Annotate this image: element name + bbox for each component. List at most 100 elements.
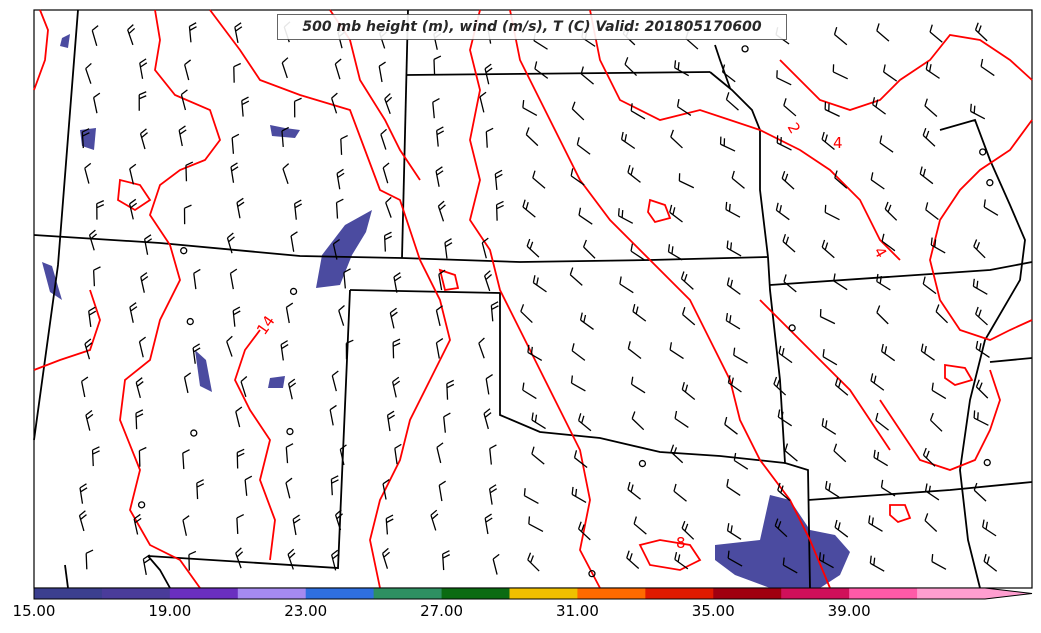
wind-barb-icon [330, 475, 339, 496]
calm-circle [788, 324, 796, 332]
colorbar-swatch [781, 588, 850, 599]
wind-barb-icon [92, 266, 101, 287]
calm-circle [286, 427, 294, 436]
wind-barb-icon [724, 416, 738, 435]
wind-barb-icon [438, 269, 446, 291]
wind-barb-icon [578, 207, 593, 225]
wind-barb-icon [329, 404, 337, 426]
wind-barb-icon [570, 375, 586, 392]
calm-circle [180, 247, 188, 255]
wind-barb-icon [774, 518, 788, 538]
wind-barb-icon [526, 238, 540, 258]
wind-barb-icon [479, 91, 487, 113]
wind-barb-icon [821, 418, 837, 435]
wind-barb-icon [525, 127, 539, 147]
wind-barb-icon [80, 376, 89, 398]
wind-barb-icon [775, 202, 790, 221]
wind-barb-icon [931, 382, 947, 400]
wind-barb-icon [733, 347, 748, 364]
wind-barb-icon [983, 199, 999, 216]
wind-barb-icon [924, 513, 938, 532]
wind-barb-icon [821, 131, 835, 150]
wind-barb-icon [834, 519, 849, 538]
wind-barb-icon [577, 521, 591, 541]
colorbar-tick-label: 35.00 [691, 602, 735, 620]
wind-barb-icon [444, 238, 453, 259]
wind-barb-icon [129, 163, 137, 185]
wind-barb-icon [528, 516, 544, 533]
wind-barb-icon [378, 61, 386, 83]
wind-barb-icon [782, 557, 798, 574]
wind-barb-icon [188, 550, 197, 571]
wind-barb-icon [236, 448, 245, 469]
wind-barb-icon [92, 92, 101, 114]
wind-barb-icon [435, 338, 444, 359]
wind-barb-icon [527, 344, 543, 362]
wind-barb-icon [139, 58, 148, 79]
wind-barb-icon [975, 379, 989, 399]
wind-barb-icon [88, 306, 97, 328]
wind-barb-icon [495, 200, 504, 221]
wind-barb-icon [343, 268, 351, 289]
wind-barb-icon [784, 443, 798, 462]
wind-barb-icon [293, 199, 303, 220]
wind-barb-icon [494, 169, 503, 190]
wind-barb-icon [335, 198, 344, 219]
wind-barb-icon [833, 27, 848, 46]
wind-barb-icon [91, 25, 99, 46]
wind-barb-icon [778, 345, 793, 364]
wind-barb-icon [630, 103, 646, 120]
wind-barb-icon [833, 273, 848, 291]
wind-barb-icon [84, 338, 93, 360]
wind-barb-icon [880, 479, 896, 497]
wind-barb-icon [527, 552, 540, 572]
colorbar-swatch [101, 588, 171, 599]
wind-barb-icon [922, 127, 936, 147]
colorbar-tick-label: 39.00 [827, 602, 871, 620]
wind-barb-icon [822, 349, 838, 366]
wind-barb-icon [875, 412, 889, 431]
wind-barb-icon [781, 170, 795, 190]
wind-barb-icon [383, 231, 392, 252]
wind-barb-icon [381, 547, 391, 569]
wind-barb-icon [520, 304, 533, 324]
wind-barb-icon [135, 409, 144, 430]
wind-barb-icon [436, 126, 445, 147]
wind-barb-icon [670, 444, 684, 464]
wind-barb-icon [79, 483, 88, 504]
wind-barb-icon [229, 268, 238, 290]
wind-barb-icon [441, 550, 450, 571]
wind-barb-icon [339, 444, 347, 466]
wind-barb-icon [382, 162, 390, 184]
wind-barb-icon [725, 92, 739, 111]
wind-barb-icon [620, 131, 636, 150]
wind-barb-icon [385, 514, 394, 535]
wind-barb-icon [773, 376, 787, 396]
wind-barb-icon [633, 516, 647, 535]
wind-barb-icon [483, 408, 492, 430]
wind-barb-icon [631, 411, 645, 431]
wind-barb-icon [534, 61, 549, 79]
wind-barb-icon [673, 483, 687, 502]
wind-barb-icon [571, 343, 586, 361]
wind-barb-icon [973, 239, 986, 259]
colorbar-tick-label: 27.00 [420, 602, 464, 620]
wind-barb-icon [85, 62, 92, 84]
wind-barb-icon [281, 126, 289, 147]
calm-circle [137, 501, 146, 509]
wind-barb-icon [627, 164, 641, 183]
calm-circle [986, 179, 994, 187]
wind-barb-icon [626, 550, 640, 570]
wind-barb-icon [96, 200, 105, 220]
wind-barb-icon [681, 520, 695, 540]
wind-barb-icon [630, 243, 645, 261]
wind-barb-icon [872, 97, 886, 115]
wind-barb-icon [290, 231, 298, 252]
wind-barb-icon [678, 173, 695, 189]
wind-barb-icon [236, 514, 245, 534]
wind-barb-icon [870, 373, 885, 391]
wind-barb-icon [920, 343, 935, 361]
wind-barb-icon [382, 478, 390, 500]
wind-barb-icon [868, 515, 883, 532]
